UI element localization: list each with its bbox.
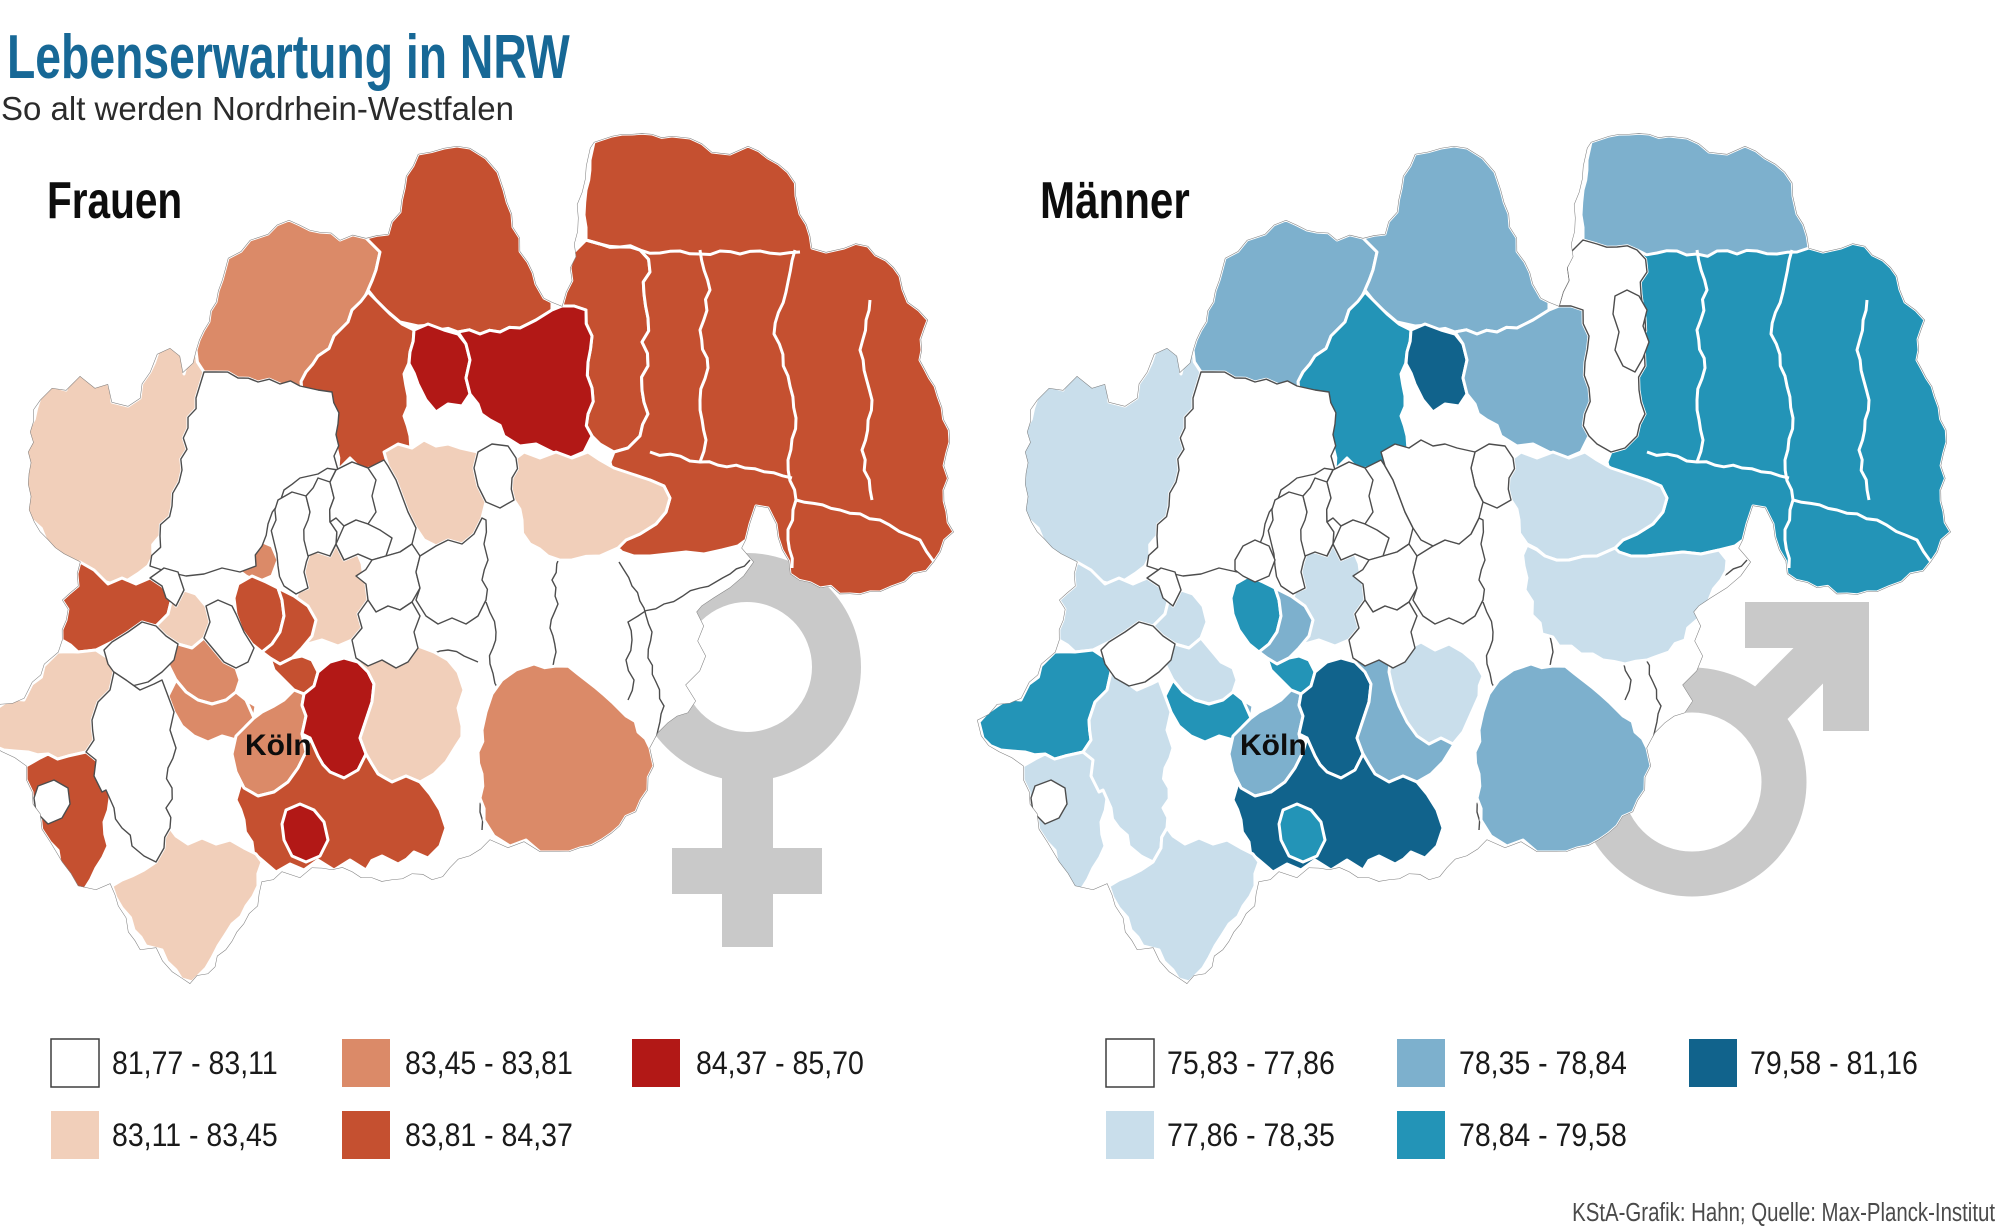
- svg-text:So alt werden Nordrhein-Westfa: So alt werden Nordrhein-Westfalen: [1, 90, 514, 127]
- svg-text:75,83 - 77,86: 75,83 - 77,86: [1167, 1047, 1335, 1082]
- svg-text:Männer: Männer: [1040, 172, 1190, 230]
- svg-text:83,45 - 83,81: 83,45 - 83,81: [405, 1047, 573, 1082]
- svg-text:79,58 - 81,16: 79,58 - 81,16: [1750, 1047, 1918, 1082]
- svg-text:Köln: Köln: [1240, 729, 1307, 762]
- svg-text:Frauen: Frauen: [47, 171, 182, 229]
- svg-text:Lebenserwartung in NRW: Lebenserwartung in NRW: [7, 21, 570, 91]
- svg-text:83,11 - 83,45: 83,11 - 83,45: [112, 1119, 278, 1154]
- svg-text:77,86 - 78,35: 77,86 - 78,35: [1167, 1119, 1335, 1154]
- svg-text:78,35 - 78,84: 78,35 - 78,84: [1459, 1047, 1627, 1082]
- svg-text:Köln: Köln: [245, 729, 312, 762]
- svg-text:KStA-Grafik: Hahn; Quelle: Max: KStA-Grafik: Hahn; Quelle: Max-Planck-In…: [1572, 1198, 1995, 1227]
- svg-text:78,84 - 79,58: 78,84 - 79,58: [1459, 1119, 1627, 1154]
- svg-text:84,37 - 85,70: 84,37 - 85,70: [696, 1047, 864, 1082]
- svg-text:83,81 - 84,37: 83,81 - 84,37: [405, 1119, 573, 1154]
- svg-text:81,77 - 83,11: 81,77 - 83,11: [112, 1047, 278, 1082]
